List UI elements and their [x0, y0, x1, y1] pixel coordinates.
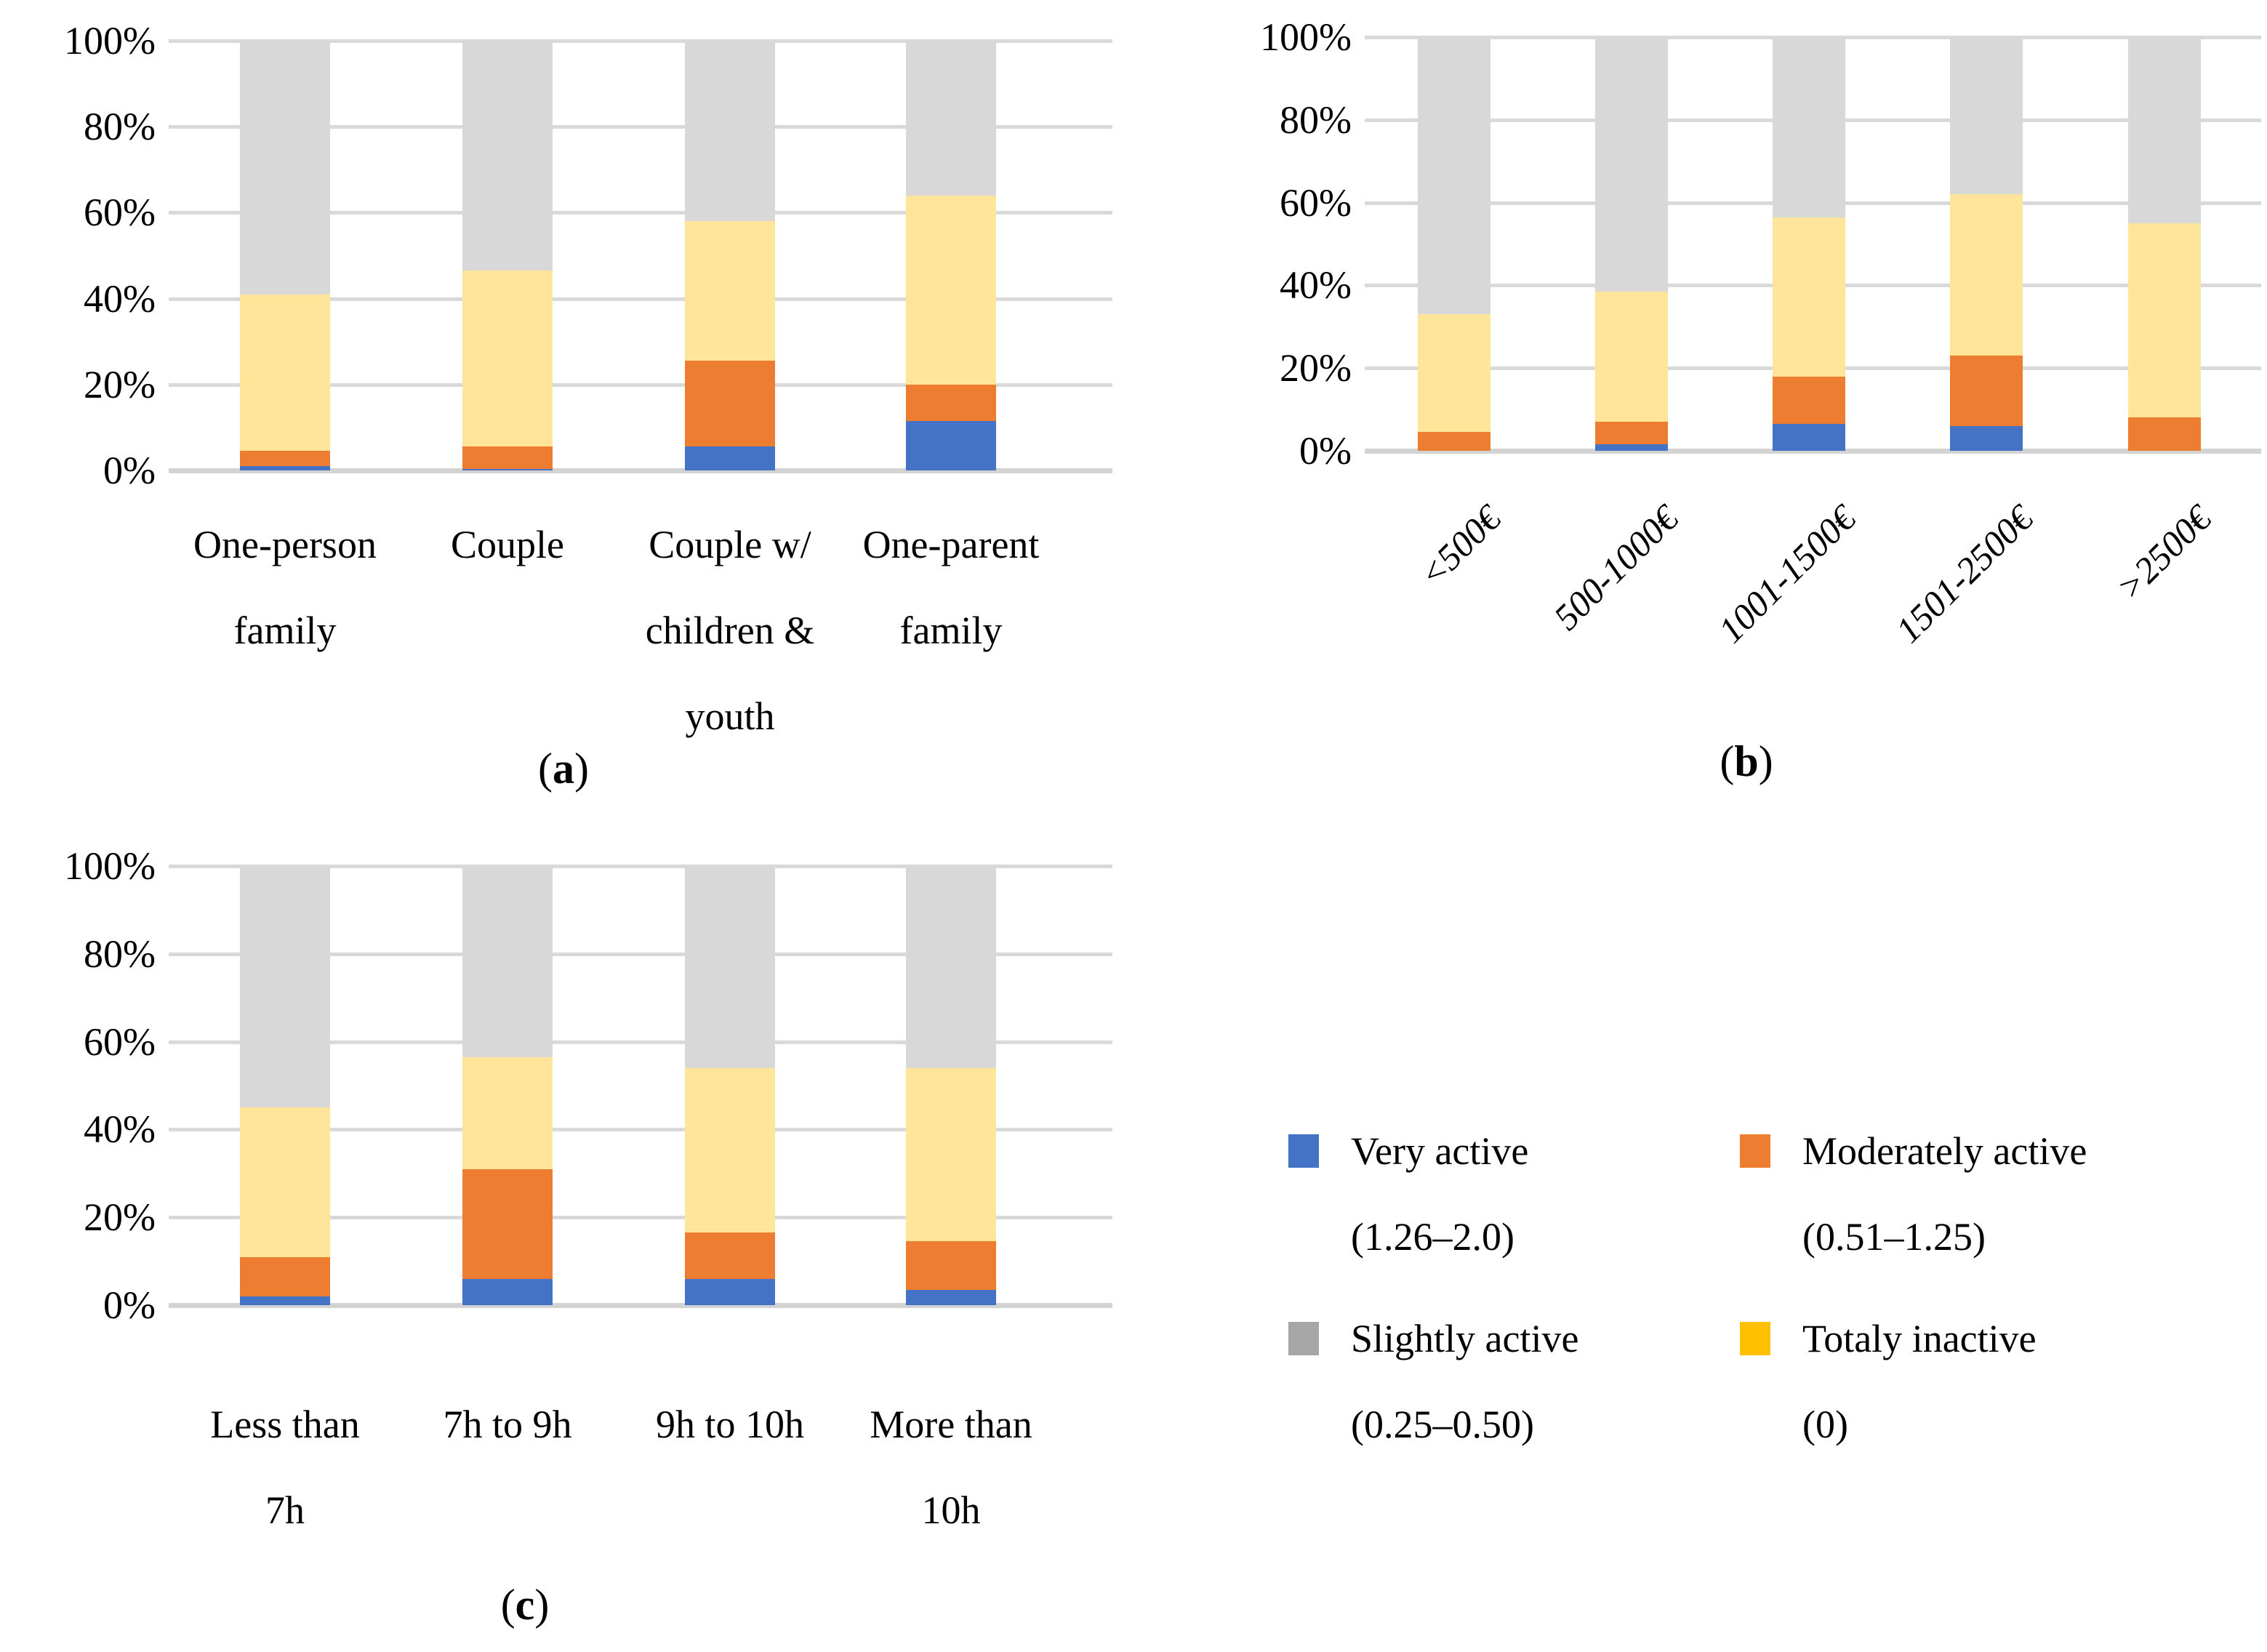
legend-swatch-moderately-active	[1740, 1134, 1770, 1168]
legend-range: (1.26–2.0)	[1351, 1215, 1514, 1259]
legend-swatch-totaly-inactive	[1740, 1322, 1770, 1355]
legend-swatch-slightly-active	[1288, 1322, 1319, 1355]
legend-label: Very active	[1351, 1129, 1529, 1173]
legend-label: Moderately active	[1802, 1129, 2087, 1173]
legend-swatch-very-active	[1288, 1134, 1319, 1168]
legend-range: (0.25–0.50)	[1351, 1403, 1534, 1446]
legend-label: Slightly active	[1351, 1317, 1579, 1360]
legend-label: Totaly inactive	[1802, 1317, 2037, 1360]
legend-range: (0.51–1.25)	[1802, 1215, 1986, 1259]
legend-range: (0)	[1802, 1403, 1848, 1446]
legend-item-moderately-active: Moderately active (0.51–1.25)	[1740, 1128, 2191, 1303]
legend-item-slightly-active: Slightly active (0.25–0.50)	[1288, 1316, 1739, 1491]
legend-item-very-active: Very active (1.26–2.0)	[1288, 1128, 1739, 1303]
legend-item-totaly-inactive: Totaly inactive (0)	[1740, 1316, 2191, 1491]
